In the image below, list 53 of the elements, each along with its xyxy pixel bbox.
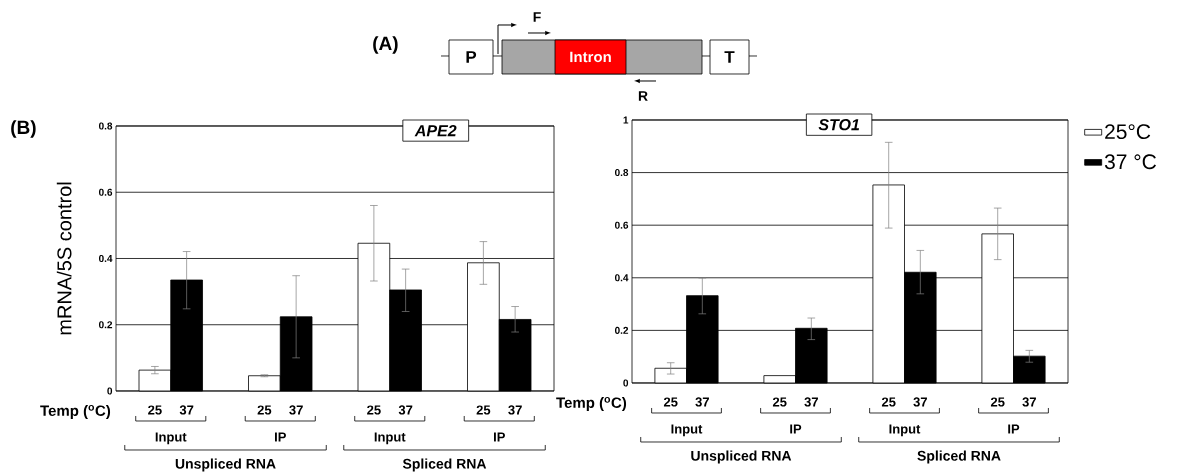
text: 37	[1022, 397, 1036, 407]
text: F	[533, 12, 541, 22]
text: Spliced RNA	[402, 458, 487, 472]
x-tick-label: Input	[671, 424, 703, 437]
text: Temp ($^{o}$C)	[556, 396, 627, 411]
text: Temp ($^{o}$C)	[40, 404, 111, 419]
y-tick-label: 0.4	[98, 254, 113, 263]
y-tick-label: 0.6	[98, 188, 113, 196]
x-tick-label: Input	[889, 424, 921, 437]
text: 25	[367, 405, 381, 415]
chart-title: STO1	[818, 119, 860, 131]
x-tick-label: Input	[374, 432, 406, 445]
y-tick-label: 1	[623, 116, 629, 124]
text: Unspliced RNA	[175, 458, 276, 472]
text: Unspliced RNA	[691, 450, 792, 464]
text: 25	[476, 405, 491, 415]
y-tick-label: 0	[623, 379, 629, 387]
text: 25	[663, 397, 678, 407]
chart-title: APE2	[414, 125, 457, 137]
text: Spliced RNA	[917, 450, 1001, 464]
y-tick-label: 0.8	[614, 169, 629, 177]
x-tick-label: IP	[493, 432, 505, 442]
text: 37	[913, 397, 927, 407]
text: 37	[289, 405, 303, 415]
text: 25	[257, 405, 272, 415]
text: R	[638, 91, 648, 101]
x-tick-label: IP	[274, 432, 286, 442]
y-axis-title: mRNA/5S control	[56, 182, 72, 335]
y-tick-label: 0.4	[614, 274, 629, 282]
y-tick-label: 0.6	[614, 221, 629, 229]
text: 25	[990, 397, 1005, 407]
text: 37	[179, 405, 194, 415]
legend-label: 25°C	[1105, 124, 1151, 140]
text: Intron	[570, 51, 611, 63]
legend-label: 37 °C	[1104, 154, 1157, 170]
text: (B)	[11, 120, 36, 138]
text: P	[466, 51, 477, 63]
y-tick-label: 0.2	[98, 321, 113, 329]
text: (A)	[373, 36, 398, 54]
text: 25	[148, 405, 162, 415]
text: 25	[881, 397, 896, 407]
y-tick-label: 0.2	[614, 326, 629, 334]
text: T	[724, 51, 735, 63]
x-tick-label: IP	[790, 424, 802, 434]
text: 25	[772, 397, 787, 407]
y-tick-label: 0	[107, 387, 113, 395]
text: 37	[695, 397, 709, 407]
x-tick-label: IP	[1008, 424, 1020, 434]
x-tick-label: Input	[155, 432, 187, 445]
text: 37	[398, 405, 413, 415]
text: 37	[804, 397, 818, 407]
y-tick-label: 0.8	[98, 122, 113, 130]
text: 37	[508, 405, 522, 415]
